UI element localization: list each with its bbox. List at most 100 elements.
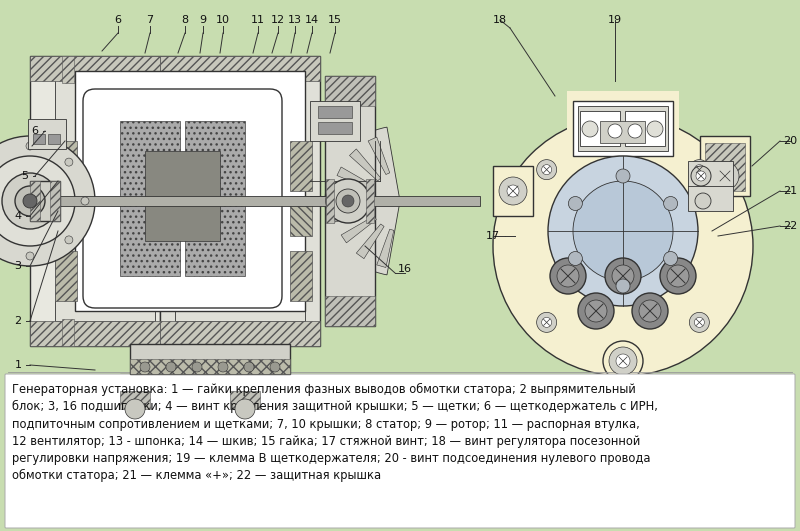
Circle shape: [140, 362, 150, 372]
Text: 16: 16: [398, 264, 412, 274]
Circle shape: [192, 362, 202, 372]
Circle shape: [695, 193, 711, 209]
Circle shape: [166, 362, 176, 372]
Circle shape: [639, 300, 661, 322]
Circle shape: [65, 158, 73, 166]
Circle shape: [537, 160, 557, 179]
Text: 6: 6: [114, 15, 122, 25]
Text: 17: 17: [486, 231, 500, 241]
Bar: [50, 181, 60, 221]
Bar: [20, 14, 470, 374]
Text: 19: 19: [608, 15, 622, 25]
Circle shape: [537, 312, 557, 332]
Text: 5: 5: [22, 171, 29, 181]
Polygon shape: [332, 189, 370, 200]
Circle shape: [326, 179, 370, 223]
Text: 18: 18: [493, 15, 507, 25]
Text: 14: 14: [305, 15, 319, 25]
Circle shape: [568, 196, 582, 210]
Bar: [290, 196, 312, 236]
Text: 2: 2: [14, 316, 22, 326]
Circle shape: [612, 265, 634, 287]
Bar: [290, 141, 312, 191]
Polygon shape: [341, 216, 376, 243]
Bar: [33, 134, 45, 144]
Bar: [290, 251, 312, 301]
Bar: [160, 56, 320, 346]
Circle shape: [507, 185, 519, 197]
Circle shape: [342, 195, 354, 207]
Bar: [55, 251, 77, 301]
Text: 3: 3: [14, 261, 22, 271]
Bar: [30, 56, 160, 81]
Circle shape: [605, 258, 641, 294]
Circle shape: [690, 160, 710, 179]
Circle shape: [65, 236, 73, 244]
Circle shape: [691, 166, 711, 186]
Bar: [326, 179, 334, 223]
Circle shape: [23, 194, 37, 208]
Bar: [28, 119, 66, 149]
Circle shape: [632, 293, 668, 329]
Bar: [62, 56, 74, 83]
Circle shape: [270, 362, 280, 372]
Bar: [48, 134, 60, 144]
Text: 12: 12: [271, 15, 285, 25]
Text: 1: 1: [14, 360, 22, 370]
Circle shape: [542, 165, 552, 175]
Polygon shape: [337, 167, 374, 190]
Circle shape: [557, 265, 579, 287]
Circle shape: [582, 121, 598, 137]
Circle shape: [336, 189, 360, 213]
Bar: [75, 71, 305, 311]
Bar: [62, 319, 74, 346]
Bar: [567, 91, 679, 166]
Circle shape: [15, 186, 45, 216]
Circle shape: [493, 116, 753, 376]
Bar: [185, 121, 245, 276]
Circle shape: [628, 124, 642, 138]
Circle shape: [26, 252, 34, 260]
Circle shape: [550, 258, 586, 294]
Text: 7: 7: [146, 15, 154, 25]
Bar: [625, 111, 665, 146]
Circle shape: [578, 293, 614, 329]
Text: 8: 8: [182, 15, 189, 25]
Circle shape: [647, 121, 663, 137]
Circle shape: [0, 156, 75, 246]
Bar: [30, 196, 480, 206]
Bar: [55, 141, 77, 191]
Bar: [705, 143, 745, 191]
Bar: [120, 374, 150, 409]
Circle shape: [608, 124, 622, 138]
Text: 9: 9: [199, 15, 206, 25]
Bar: [325, 76, 375, 326]
Bar: [230, 374, 260, 409]
Circle shape: [26, 142, 34, 150]
Circle shape: [0, 136, 95, 266]
Bar: [325, 76, 375, 106]
Bar: [145, 151, 220, 241]
FancyBboxPatch shape: [5, 374, 795, 528]
Polygon shape: [377, 229, 394, 268]
Bar: [160, 321, 320, 346]
Bar: [30, 56, 160, 346]
Bar: [55, 196, 77, 236]
Bar: [30, 181, 60, 221]
Polygon shape: [356, 224, 384, 259]
Bar: [30, 321, 160, 346]
Circle shape: [660, 258, 696, 294]
Bar: [120, 121, 180, 276]
Polygon shape: [350, 149, 381, 181]
Circle shape: [568, 252, 582, 266]
Circle shape: [218, 362, 228, 372]
Circle shape: [719, 170, 731, 182]
Circle shape: [664, 252, 678, 266]
Circle shape: [609, 347, 637, 375]
Text: 15: 15: [328, 15, 342, 25]
Polygon shape: [333, 206, 371, 222]
Circle shape: [499, 177, 527, 205]
Circle shape: [667, 265, 689, 287]
Circle shape: [664, 196, 678, 210]
Bar: [325, 296, 375, 326]
